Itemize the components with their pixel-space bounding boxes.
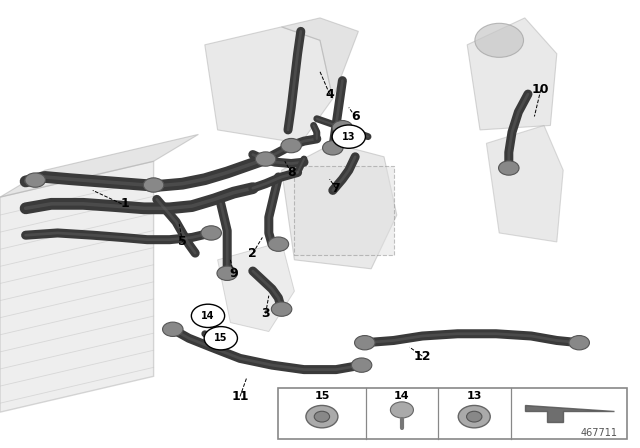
Circle shape <box>268 237 289 251</box>
Text: 9: 9 <box>229 267 238 280</box>
Polygon shape <box>525 405 614 422</box>
Circle shape <box>569 336 589 350</box>
Circle shape <box>323 141 343 155</box>
Text: 5: 5 <box>178 235 187 249</box>
Circle shape <box>314 411 330 422</box>
Circle shape <box>332 125 365 148</box>
Polygon shape <box>282 18 358 99</box>
Text: 2: 2 <box>248 246 257 260</box>
Text: 7: 7 <box>332 181 340 195</box>
Text: 11: 11 <box>231 390 249 403</box>
Circle shape <box>255 152 276 166</box>
Circle shape <box>191 304 225 327</box>
Circle shape <box>25 173 45 187</box>
Polygon shape <box>205 27 333 143</box>
Polygon shape <box>282 143 397 269</box>
Bar <box>294 166 394 255</box>
Text: 13: 13 <box>342 132 356 142</box>
Circle shape <box>499 161 519 175</box>
Text: 13: 13 <box>467 392 482 401</box>
Text: 4: 4 <box>325 87 334 101</box>
Bar <box>278 388 627 439</box>
Circle shape <box>475 23 524 57</box>
Polygon shape <box>0 134 198 197</box>
Text: 8: 8 <box>287 166 296 179</box>
Text: 14: 14 <box>394 392 410 401</box>
Polygon shape <box>218 242 294 332</box>
Circle shape <box>390 402 413 418</box>
Circle shape <box>351 358 372 372</box>
Circle shape <box>143 178 164 192</box>
Circle shape <box>306 405 338 428</box>
Text: 15: 15 <box>314 392 330 401</box>
Circle shape <box>332 121 353 135</box>
Circle shape <box>458 405 490 428</box>
Text: 12: 12 <box>413 349 431 363</box>
Circle shape <box>163 322 183 336</box>
Circle shape <box>201 226 221 240</box>
Text: 1: 1 <box>120 197 129 211</box>
Text: 6: 6 <box>351 110 360 123</box>
Polygon shape <box>467 18 557 130</box>
Polygon shape <box>486 125 563 242</box>
Text: 467711: 467711 <box>580 428 618 438</box>
Circle shape <box>281 138 301 153</box>
Text: 3: 3 <box>261 307 270 320</box>
Circle shape <box>204 327 237 350</box>
Text: 15: 15 <box>214 333 228 343</box>
Circle shape <box>355 336 375 350</box>
Polygon shape <box>0 161 154 412</box>
Text: 10: 10 <box>532 83 550 96</box>
Circle shape <box>467 411 482 422</box>
Text: 14: 14 <box>201 311 215 321</box>
Circle shape <box>217 266 237 280</box>
Circle shape <box>271 302 292 316</box>
